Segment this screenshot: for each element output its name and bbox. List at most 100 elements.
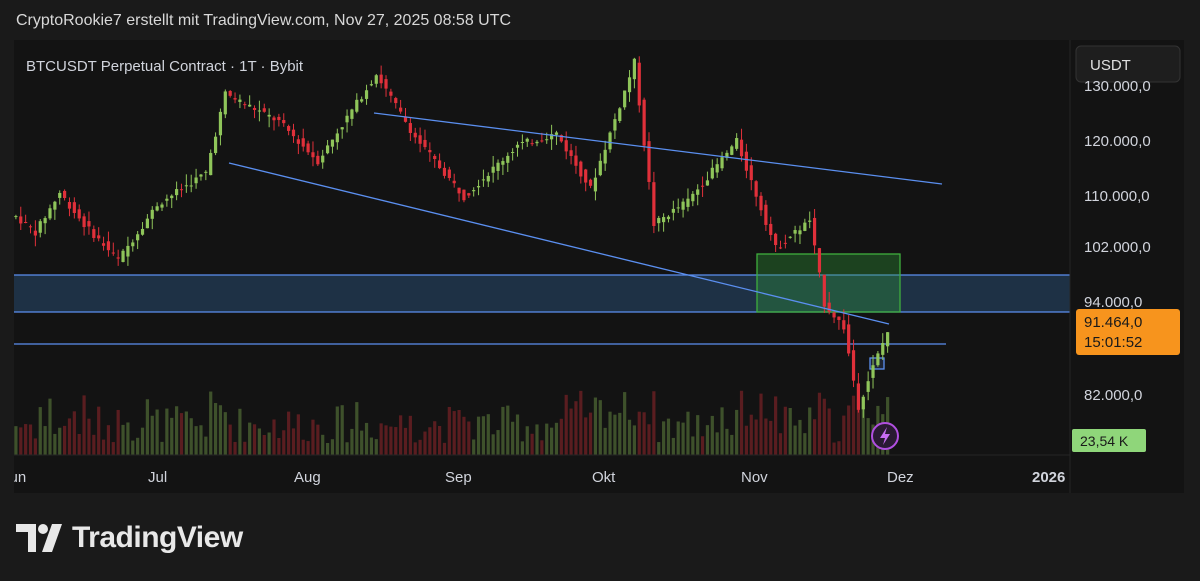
candle bbox=[28, 226, 33, 228]
candle bbox=[856, 383, 861, 410]
candle bbox=[511, 152, 515, 154]
volume-bar bbox=[822, 398, 826, 455]
candle bbox=[311, 152, 315, 158]
volume-bar bbox=[282, 430, 286, 455]
price-chart[interactable]: BTCUSDT Perpetual Contract · 1T · Bybit … bbox=[14, 40, 1184, 493]
candle bbox=[267, 114, 271, 117]
volume-bar bbox=[145, 399, 149, 455]
volume-bar bbox=[175, 406, 179, 455]
volume-bar bbox=[311, 419, 315, 455]
volume-bar bbox=[861, 399, 865, 455]
volume-bar bbox=[457, 409, 461, 455]
candle bbox=[598, 160, 602, 176]
volume-bar bbox=[842, 415, 846, 455]
volume-bar bbox=[340, 405, 344, 455]
volume-bar bbox=[233, 441, 237, 455]
currency-button-bg[interactable] bbox=[1075, 45, 1181, 83]
candle bbox=[238, 99, 242, 102]
candle bbox=[579, 161, 583, 177]
candle bbox=[710, 167, 714, 179]
candle bbox=[467, 193, 471, 196]
volume-badge bbox=[1072, 429, 1146, 452]
candle bbox=[296, 139, 300, 144]
volume-bar bbox=[428, 427, 432, 455]
volume-bar bbox=[481, 416, 486, 455]
volume-bar bbox=[632, 425, 636, 455]
volume-bar bbox=[696, 415, 700, 455]
volume-bar bbox=[24, 424, 28, 455]
candle bbox=[145, 218, 149, 229]
candle bbox=[175, 189, 179, 196]
candle bbox=[671, 208, 675, 213]
volume-bar bbox=[496, 430, 500, 455]
candle bbox=[851, 350, 856, 381]
candle bbox=[33, 230, 37, 236]
volume-bar bbox=[101, 439, 106, 455]
candle bbox=[423, 139, 427, 148]
volume-bar bbox=[491, 434, 495, 455]
volume-bar bbox=[798, 419, 802, 455]
lightning-icon[interactable] bbox=[871, 422, 899, 450]
candle bbox=[155, 206, 159, 211]
volume-bar bbox=[705, 425, 710, 455]
volume-bar bbox=[413, 442, 417, 455]
candle bbox=[287, 126, 291, 131]
volume-bar bbox=[637, 411, 641, 455]
volume-bar bbox=[189, 418, 193, 455]
candle bbox=[369, 84, 374, 86]
candle bbox=[179, 189, 184, 191]
channel-bottom-line bbox=[228, 162, 890, 325]
candle bbox=[817, 248, 822, 273]
candle bbox=[325, 145, 330, 154]
volume-bar bbox=[749, 414, 753, 455]
candle bbox=[696, 189, 700, 195]
candle bbox=[194, 177, 198, 184]
candle bbox=[228, 90, 232, 96]
volume-bar bbox=[608, 411, 612, 455]
volume-bar bbox=[564, 394, 568, 455]
volume-bar bbox=[452, 411, 456, 455]
candle bbox=[97, 235, 101, 239]
candle bbox=[749, 165, 753, 181]
volume-bar bbox=[272, 419, 276, 455]
volume-bars bbox=[14, 390, 890, 455]
chart-panel[interactable]: BTCUSDT Perpetual Contract · 1T · Bybit … bbox=[14, 40, 1184, 493]
candle bbox=[150, 209, 154, 219]
candle bbox=[520, 142, 524, 144]
candle bbox=[642, 99, 646, 146]
volume-bar bbox=[28, 424, 33, 455]
candle bbox=[662, 217, 666, 223]
candle bbox=[126, 245, 130, 257]
volume-bar bbox=[384, 425, 388, 455]
volume-bar bbox=[808, 407, 812, 455]
chart-title: BTCUSDT Perpetual Contract · 1T · Bybit bbox=[26, 58, 304, 75]
volume-bar bbox=[14, 426, 18, 455]
candle bbox=[861, 396, 865, 410]
candle bbox=[121, 250, 125, 262]
candle bbox=[462, 189, 466, 201]
candle bbox=[812, 217, 817, 246]
volume-bar bbox=[735, 409, 739, 455]
candle bbox=[160, 204, 164, 208]
candle bbox=[472, 190, 476, 192]
candle bbox=[340, 127, 344, 130]
countdown: 15:01:52 bbox=[1084, 334, 1142, 351]
volume-bar bbox=[218, 405, 223, 455]
currency-label[interactable]: USDT bbox=[1090, 57, 1131, 74]
x-tick: Aug bbox=[294, 469, 321, 486]
volume-bar bbox=[345, 442, 349, 455]
volume-bar bbox=[360, 430, 364, 455]
candle bbox=[394, 98, 398, 104]
candle bbox=[199, 174, 203, 177]
volume-bar bbox=[179, 413, 184, 455]
volume-bar bbox=[335, 406, 339, 455]
volume-bar bbox=[764, 418, 768, 455]
volume-bar bbox=[316, 424, 320, 455]
candle bbox=[491, 166, 495, 173]
candle bbox=[769, 223, 773, 235]
candle bbox=[584, 169, 588, 183]
last-price: 91.464,0 bbox=[1084, 314, 1142, 331]
volume-bar bbox=[803, 433, 807, 455]
volume-bar bbox=[330, 439, 335, 455]
volume-bar bbox=[730, 434, 734, 455]
